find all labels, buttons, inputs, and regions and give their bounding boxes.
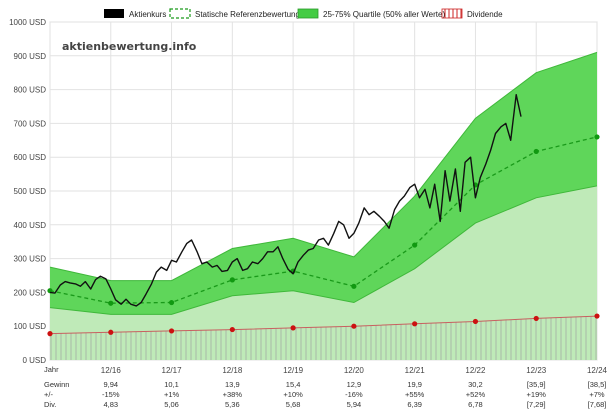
table-cell: -15% bbox=[102, 390, 120, 399]
table-cell: +19% bbox=[527, 390, 547, 399]
chart-legend: Aktienkurs Statische Referenzbewertung 25-… bbox=[104, 8, 503, 19]
y-tick-label: 700 USD bbox=[14, 119, 47, 128]
quartile-lower-edge bbox=[49, 185, 598, 315]
table-row-label: +/- bbox=[44, 390, 53, 399]
table-cell: +38% bbox=[223, 390, 243, 399]
x-tick-label: 12/24 bbox=[587, 366, 608, 375]
dividend-point bbox=[168, 328, 175, 334]
dividend-point bbox=[229, 326, 235, 333]
x-axis: 12/16 12/17 12/18 12/19 12/20 12/21 12/22 12/23… bbox=[101, 366, 608, 375]
y-tick-label: 1000 USD bbox=[9, 18, 46, 27]
reference-point bbox=[351, 283, 357, 289]
plot-area bbox=[47, 21, 600, 361]
table-cell: 6,39 bbox=[407, 400, 422, 409]
y-tick-label: 600 USD bbox=[14, 153, 47, 162]
y-tick-label: 800 USD bbox=[14, 86, 47, 95]
reference-point bbox=[229, 277, 235, 283]
legend-label: 25-75% Quartile (50% aller Werte) bbox=[323, 10, 445, 19]
table-cell: [38,5] bbox=[588, 380, 607, 389]
table-cell: 6,78 bbox=[468, 400, 483, 409]
dividend-point bbox=[108, 329, 114, 335]
watermark: aktienbewertung.info bbox=[62, 40, 197, 53]
table-cell: 9,94 bbox=[103, 380, 118, 389]
table-cell: 4,83 bbox=[103, 400, 118, 409]
quartile-band bbox=[50, 52, 597, 315]
table-cell: 5,68 bbox=[286, 400, 301, 409]
table-row-label: Div. bbox=[44, 400, 56, 409]
chart-marks bbox=[47, 51, 600, 360]
legend-label: Dividende bbox=[467, 10, 503, 19]
dividend-area bbox=[50, 316, 597, 360]
legend-swatch-price bbox=[104, 9, 124, 18]
table-cell: 10,1 bbox=[164, 380, 179, 389]
table-cell: [35,9] bbox=[527, 380, 546, 389]
y-tick-label: 0 USD bbox=[22, 356, 46, 365]
x-tick-label: 12/23 bbox=[526, 366, 547, 375]
y-tick-label: 400 USD bbox=[14, 221, 47, 230]
x-tick-label: 12/19 bbox=[283, 366, 304, 375]
dividend-point bbox=[47, 331, 53, 337]
x-tick-label: 12/20 bbox=[344, 366, 365, 375]
legend-label: Statische Referenzbewertung bbox=[195, 10, 300, 19]
data-table: Jahr Gewinn+/-Div. 9,94-15%4,83 10,1+1%5,06… bbox=[44, 365, 606, 409]
reference-point bbox=[594, 134, 600, 140]
dividend-point bbox=[594, 313, 600, 319]
table-cell: +7% bbox=[589, 390, 605, 399]
reference-point bbox=[533, 148, 539, 155]
x-tick-label: 12/17 bbox=[162, 366, 183, 375]
x-tick-label: 12/21 bbox=[405, 366, 426, 375]
reference-point bbox=[168, 299, 175, 306]
table-row-label: Jahr bbox=[44, 365, 59, 374]
y-axis: 0 USD 100 USD 200 USD 300 USD 400 USD 500 USD… bbox=[9, 18, 46, 365]
table-cell: 5,94 bbox=[347, 400, 362, 409]
reference-point bbox=[108, 300, 114, 306]
x-tick-label: 12/22 bbox=[465, 366, 486, 375]
table-cell: +10% bbox=[283, 390, 303, 399]
table-cell: 5,06 bbox=[164, 400, 179, 409]
reference-point bbox=[412, 242, 418, 248]
table-cell: 13,9 bbox=[225, 380, 240, 389]
table-cell: 5,36 bbox=[225, 400, 240, 409]
y-tick-label: 900 USD bbox=[14, 52, 47, 61]
dividend-point bbox=[351, 323, 357, 329]
table-cell: -16% bbox=[345, 390, 363, 399]
table-cell: +1% bbox=[164, 390, 180, 399]
table-cell: 15,4 bbox=[286, 380, 301, 389]
price-line bbox=[49, 93, 522, 307]
lower-area bbox=[50, 185, 597, 360]
table-cell: 12,9 bbox=[347, 380, 362, 389]
legend-swatch-reference bbox=[169, 8, 191, 19]
table-cell: [7,29] bbox=[527, 400, 546, 409]
table-cell: +55% bbox=[405, 390, 425, 399]
quartile-upper-edge bbox=[49, 51, 598, 282]
dividend-line bbox=[49, 315, 598, 335]
dividend-point bbox=[472, 318, 479, 325]
table-cell: 30,2 bbox=[468, 380, 483, 389]
y-tick-label: 100 USD bbox=[14, 322, 47, 331]
y-tick-label: 500 USD bbox=[14, 187, 47, 196]
y-tick-label: 200 USD bbox=[14, 288, 47, 297]
y-tick-label: 300 USD bbox=[14, 255, 47, 264]
table-cell: +52% bbox=[466, 390, 486, 399]
x-tick-label: 12/16 bbox=[101, 366, 122, 375]
legend-swatch-dividend bbox=[441, 8, 463, 19]
table-cell: 19,9 bbox=[407, 380, 422, 389]
x-tick-label: 12/18 bbox=[222, 366, 243, 375]
legend-label: Aktienkurs bbox=[129, 10, 166, 19]
dividend-point bbox=[412, 321, 418, 327]
table-cell: [7,68] bbox=[588, 400, 607, 409]
legend-swatch-band bbox=[297, 8, 319, 19]
dividend-point bbox=[533, 315, 539, 322]
dividend-point bbox=[290, 325, 296, 331]
table-row-label: Gewinn bbox=[44, 380, 69, 389]
